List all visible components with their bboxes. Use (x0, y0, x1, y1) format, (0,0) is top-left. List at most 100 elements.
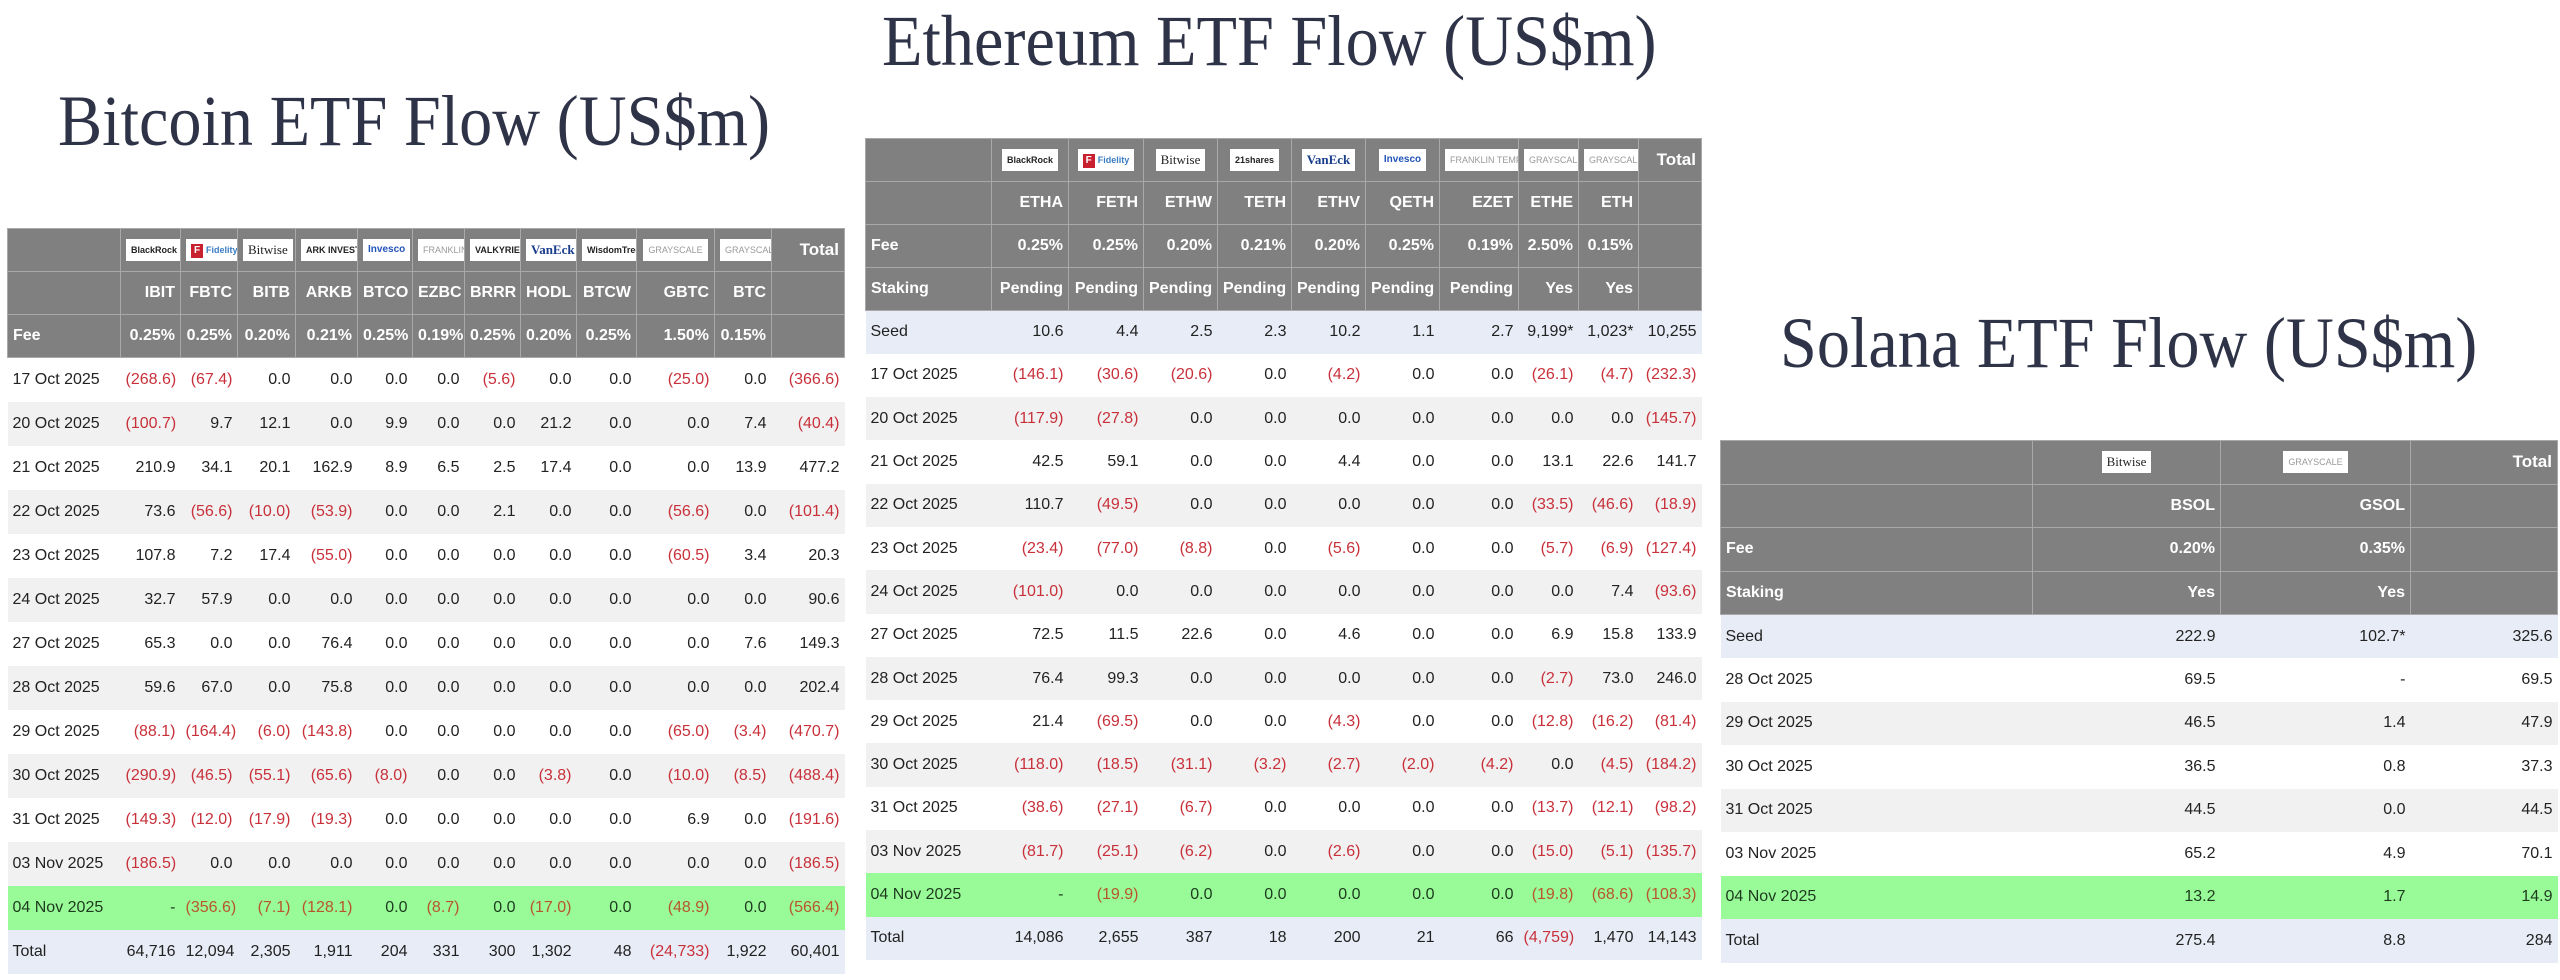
flow-row: 24 Oct 2025 32.7 57.9 0.0 0.0 0.0 0.0 0.0 0.0 0.0… (7, 577, 845, 622)
invesco-logo-icon: Invesco (363, 239, 411, 261)
flow-value: (16.2) (1578, 700, 1639, 744)
flow-value: (7.1) (237, 885, 296, 930)
flow-value: (100.7) (120, 401, 181, 446)
flow-value: 0.0 (1365, 786, 1440, 831)
flow-value: (81.4) (1638, 700, 1702, 744)
staking-value: Yes (2032, 570, 2221, 615)
21shares-logo-icon: 21shares (1229, 149, 1280, 171)
issuer-cell: GRAYSCALE (714, 228, 772, 272)
flow-value: 90.6 (771, 577, 845, 622)
flow-value: 0.0 (295, 401, 358, 446)
flow-value: 0.0 (357, 533, 413, 578)
fee-value: 0.25% (120, 314, 181, 358)
flow-value: (31.1) (1143, 743, 1218, 787)
row-date: 21 Oct 2025 (7, 445, 121, 490)
flow-value: 0.0 (1217, 830, 1292, 874)
flow-value: 75.8 (295, 665, 358, 710)
staking-label: Staking (1720, 570, 2033, 615)
flow-value: 0.0 (464, 621, 521, 666)
fee-value: 0.25% (991, 224, 1069, 268)
flow-value: 0.0 (1217, 526, 1292, 571)
row-date: 29 Oct 2025 (1720, 701, 2033, 745)
flow-value: 32.7 (120, 577, 181, 622)
flow-value: 0.0 (576, 621, 637, 666)
flow-value: 73.6 (120, 489, 181, 534)
flow-row: 04 Nov 2025 13.2 1.7 14.9 (1720, 875, 2558, 919)
flow-row: 28 Oct 2025 59.6 67.0 0.0 75.8 0.0 0.0 0.0 0.0 0.… (7, 665, 845, 710)
row-date: 28 Oct 2025 (7, 665, 121, 710)
flow-value: (56.6) (180, 489, 238, 534)
invesco-logo-icon: Invesco (1378, 149, 1427, 171)
flow-value: 0.0 (237, 665, 296, 710)
fee-value: 2.50% (1518, 224, 1579, 268)
flow-value: (46.6) (1578, 483, 1639, 527)
flow-value: 0.0 (1291, 483, 1366, 527)
flow-value: (20.6) (1143, 353, 1218, 398)
row-date: 22 Oct 2025 (7, 489, 121, 534)
flow-value: 0.8 (2220, 745, 2411, 789)
flow-row: 03 Nov 2025 65.2 4.9 70.1 (1720, 832, 2558, 876)
row-date: 30 Oct 2025 (865, 743, 992, 787)
flow-value: 0.0 (1365, 353, 1440, 398)
flow-value: (53.9) (295, 489, 358, 534)
flow-value: 0.0 (1217, 483, 1292, 527)
flow-value: 22.6 (1143, 613, 1218, 657)
flow-value: (46.5) (180, 753, 238, 798)
flow-value: 21.4 (991, 700, 1069, 744)
flow-value: 65.3 (120, 621, 181, 666)
flow-row: 27 Oct 2025 65.3 0.0 0.0 76.4 0.0 0.0 0.0 0.0 0.0… (7, 621, 845, 666)
flow-value: (12.1) (1578, 786, 1639, 831)
row-date: 24 Oct 2025 (7, 577, 121, 622)
flow-row: 28 Oct 2025 76.4 99.3 0.0 0.0 0.0 0.0 0.0 (2.7) 7… (865, 656, 1702, 701)
flow-value: 0.0 (1143, 700, 1218, 744)
ticker-bitb: BITB (237, 271, 296, 315)
ethereum-etf-title: Ethereum ETF Flow (US$m) (882, 1, 1657, 81)
row-date: 28 Oct 2025 (865, 656, 992, 701)
row-date: 30 Oct 2025 (1720, 745, 2033, 789)
flow-row: 24 Oct 2025 (101.0) 0.0 0.0 0.0 0.0 0.0 0.0 0.0 7… (865, 570, 1702, 614)
flow-value: (128.1) (295, 885, 358, 930)
issuer-cell: VanEck (520, 228, 577, 272)
row-date: 27 Oct 2025 (865, 613, 992, 657)
ticker-feth: FETH (1068, 181, 1144, 225)
seed-value: 325.6 (2410, 614, 2558, 658)
flow-value: (145.7) (1638, 397, 1702, 441)
flow-value: (15.0) (1518, 830, 1579, 874)
flow-value: 69.5 (2032, 658, 2221, 702)
flow-row: 23 Oct 2025 107.8 7.2 17.4 (55.0) 0.0 0.0 0.0 0.… (7, 533, 845, 578)
flow-value: 0.0 (1365, 700, 1440, 744)
ticker-gsol: GSOL (2220, 483, 2411, 528)
flow-value: 44.5 (2410, 788, 2558, 832)
flow-value: 133.9 (1638, 613, 1702, 657)
flow-value: 0.0 (714, 357, 772, 402)
flow-value: (3.2) (1217, 743, 1292, 787)
bitcoin-etf-title: Bitcoin ETF Flow (US$m) (58, 81, 771, 161)
flow-value: 7.2 (180, 533, 238, 578)
flow-value: (8.8) (1143, 526, 1218, 571)
blackrock-logo-icon: BlackRock (1001, 149, 1059, 171)
seed-value: 102.7* (2220, 614, 2411, 658)
staking-value: Pending (1143, 267, 1218, 311)
fee-row: Fee 0.25% 0.25% 0.20% 0.21% 0.25% 0.19% 0.25% 0.… (7, 314, 845, 358)
flow-value: 141.7 (1638, 440, 1702, 484)
staking-row: Staking Pending Pending Pending Pending Pendi… (865, 267, 1702, 311)
flow-value: (55.0) (295, 533, 358, 578)
flow-value: (49.5) (1068, 483, 1144, 527)
flow-row: 29 Oct 2025 (88.1) (164.4) (6.0) (143.8) 0.0 0… (7, 709, 845, 754)
flow-value: 0.0 (1143, 570, 1218, 614)
issuer-logo-row: BlackRock F Fidelity Bitwise 21shares VanEck I… (865, 138, 1702, 182)
flow-value: (566.4) (771, 885, 845, 930)
flow-value: (6.2) (1143, 830, 1218, 874)
flow-value: (10.0) (636, 753, 715, 798)
flow-value: 20.1 (237, 445, 296, 490)
flow-value: (127.4) (1638, 526, 1702, 571)
row-date: 31 Oct 2025 (1720, 788, 2033, 832)
flow-value: 0.0 (576, 885, 637, 930)
flow-value: 162.9 (295, 445, 358, 490)
flow-value: (186.5) (771, 841, 845, 886)
flow-value: 99.3 (1068, 656, 1144, 701)
flow-value: 0.0 (520, 797, 577, 842)
ticker-teth: TETH (1217, 181, 1292, 225)
flow-value: 0.0 (1365, 397, 1440, 441)
staking-value: Yes (2220, 570, 2411, 615)
